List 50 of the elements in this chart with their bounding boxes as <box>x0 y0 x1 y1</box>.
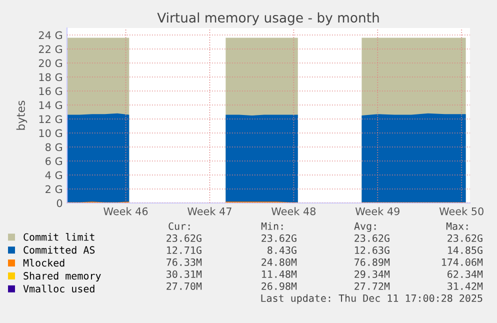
text: 62.34M <box>448 270 483 278</box>
text: 8.43G <box>268 246 296 254</box>
y-tick-label: 24 G <box>38 31 62 40</box>
y-tick-label: 12 G <box>39 115 62 124</box>
text: Min: <box>261 222 283 230</box>
text: 23.62G <box>354 234 390 242</box>
y-tick-label: 10 G <box>39 129 62 138</box>
y-tick-label: 14 G <box>39 101 62 110</box>
text: Last update: Thu Dec 11 17:00:28 2025 <box>261 294 482 304</box>
text: 76.33M <box>166 258 202 266</box>
text: 14.85G <box>448 246 482 254</box>
y-tick-label: 0 <box>56 199 62 208</box>
legend-label: Shared memory <box>24 272 101 282</box>
text: 23.62G <box>166 234 202 242</box>
x-tick-label: Week 47 <box>188 207 232 216</box>
x-tick-label: Week 48 <box>271 207 316 216</box>
x-tick-label: Week 49 <box>355 207 400 216</box>
text: 27.70M <box>166 282 202 290</box>
y-tick-label: 6 G <box>46 157 62 166</box>
text: 30.31M <box>166 270 202 278</box>
chart-title: Virtual memory usage - by month <box>157 12 379 26</box>
text: 12.63G <box>355 246 390 254</box>
text: 26.98M <box>262 282 297 290</box>
text: 11.48M <box>262 270 297 278</box>
legend-label: Mlocked <box>23 258 64 267</box>
text: Avg: <box>354 222 376 232</box>
y-axis-title: bytes <box>16 100 28 130</box>
y-tick-label: 20 G <box>38 59 62 68</box>
y-tick-label: 4 G <box>45 171 62 180</box>
y-tick-label: 22 G <box>38 45 62 54</box>
text: 76.89M <box>354 258 390 266</box>
text: 29.34M <box>354 270 390 278</box>
legend-label: Commit limit <box>24 233 94 241</box>
text: 24.80M <box>262 258 297 266</box>
text: 23.62G <box>262 234 296 242</box>
text: 27.72M <box>354 282 390 290</box>
y-tick-label: 8 G <box>46 143 62 152</box>
y-tick-label: 16 G <box>39 87 62 96</box>
legend-label: Committed AS <box>24 246 95 254</box>
y-tick-label: 18 G <box>39 73 62 82</box>
text: Max: <box>446 222 468 230</box>
y-tick-label: 2 G <box>46 185 62 194</box>
text: 23.62G <box>448 234 482 242</box>
text: 174.06M <box>442 258 483 266</box>
x-tick-label: Week 46 <box>104 207 148 216</box>
text: 12.71G <box>167 246 202 254</box>
text: 31.42M <box>448 282 483 290</box>
x-tick-label: Week 50 <box>439 207 484 216</box>
legend-label: Vmalloc used <box>23 284 94 293</box>
text: Cur: <box>168 222 190 230</box>
